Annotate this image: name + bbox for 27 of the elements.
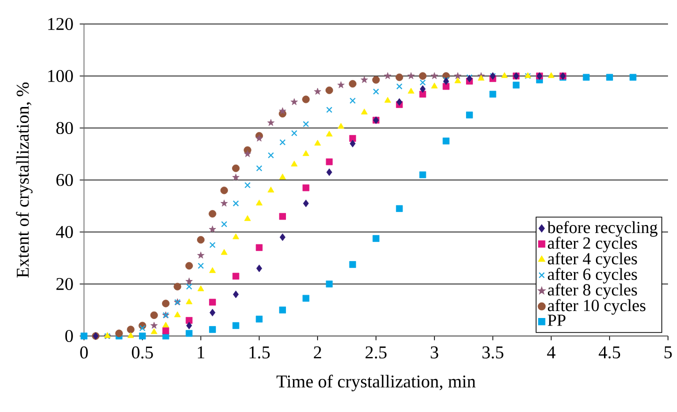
- x-tick-label: 2.5: [366, 346, 387, 359]
- x-tick-label: 3: [430, 346, 438, 358]
- x-tick-label: 2: [314, 346, 322, 358]
- legend-label: after 6 cycles: [548, 268, 637, 284]
- x-tick-label: 4: [547, 346, 556, 358]
- x-tick-label: 0.5: [132, 346, 153, 359]
- legend-label: after 10 cycles: [548, 299, 646, 315]
- y-tick-label: 40: [56, 226, 73, 238]
- y-tick-label: 100: [48, 70, 73, 82]
- y-tick-label: 20: [56, 278, 73, 290]
- x-tick-label: 4.5: [598, 346, 620, 358]
- x-axis-title: Time of crystallization, min: [276, 374, 476, 392]
- legend-label: after 8 cycles: [548, 284, 637, 300]
- y-tick-label: 120: [48, 18, 73, 30]
- x-tick-label: 3.5: [482, 346, 504, 359]
- legend-label: PP: [548, 314, 566, 326]
- y-tick-label: 80: [56, 122, 73, 134]
- x-tick-label: 0: [80, 346, 88, 359]
- x-tick-label: 5: [664, 346, 672, 358]
- legend-label: before recycling: [547, 221, 658, 237]
- x-tick-label: 1: [198, 346, 204, 358]
- legend-label: after 2 cycles: [548, 236, 637, 252]
- x-tick-label: 1.5: [250, 346, 270, 359]
- y-tick-label: 60: [56, 174, 73, 186]
- y-axis-title: Extent of crystallization, %: [16, 82, 33, 278]
- y-tick-label: 0: [65, 330, 73, 342]
- legend-label: after 4 cycles: [548, 252, 637, 268]
